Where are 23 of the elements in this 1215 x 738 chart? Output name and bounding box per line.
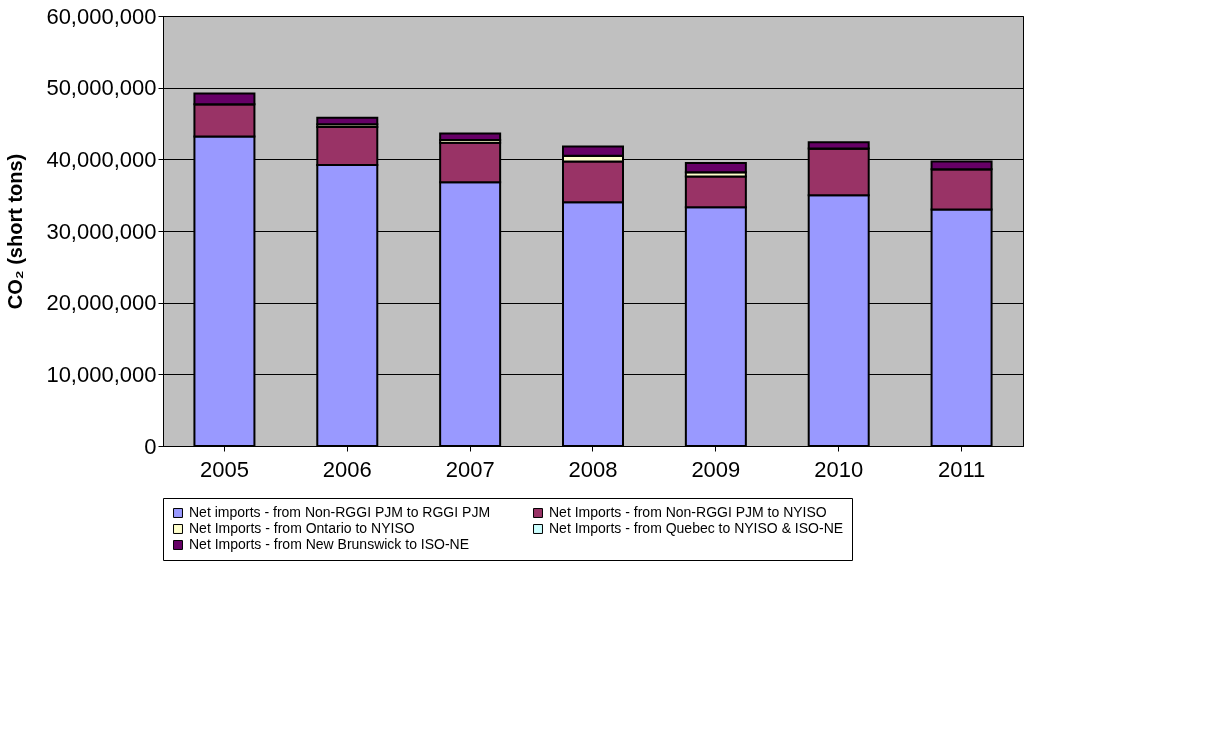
x-tick-label: 2009 [691,456,741,482]
legend-label: Net Imports - from Ontario to NYISO [189,520,415,536]
x-tick-label: 2005 [199,456,249,482]
y-axis-title: CO₂ (short tons) [4,153,27,310]
legend-label: Net Imports - from New Brunswick to ISO-NE [189,536,470,552]
bar [316,116,379,126]
x-tick-label: 2006 [322,456,372,482]
legend-label: Net Imports - from Quebec to NYISO & ISO-NE [549,520,844,536]
y-tick-label: 60,000,000 [46,3,157,29]
x-tick-label: 2010 [814,456,864,482]
x-tick-label: 2008 [568,456,618,482]
bar [439,132,502,141]
y-tick-label: 10,000,000 [46,361,157,387]
legend-label: Net Imports - from Non-RGGI PJM to NYISO [549,504,827,520]
y-tick-label: 0 [144,433,157,459]
y-tick-label: 50,000,000 [46,75,157,101]
y-tick-label: 40,000,000 [46,146,157,172]
x-tick-label: 2007 [445,456,495,482]
bar [684,161,747,174]
x-tick-label: 2011 [937,456,986,482]
y-tick-label: 30,000,000 [46,218,157,244]
y-tick-label: 20,000,000 [46,290,157,316]
legend-label: Net imports - from Non-RGGI PJM to RGGI PJM [189,504,491,520]
